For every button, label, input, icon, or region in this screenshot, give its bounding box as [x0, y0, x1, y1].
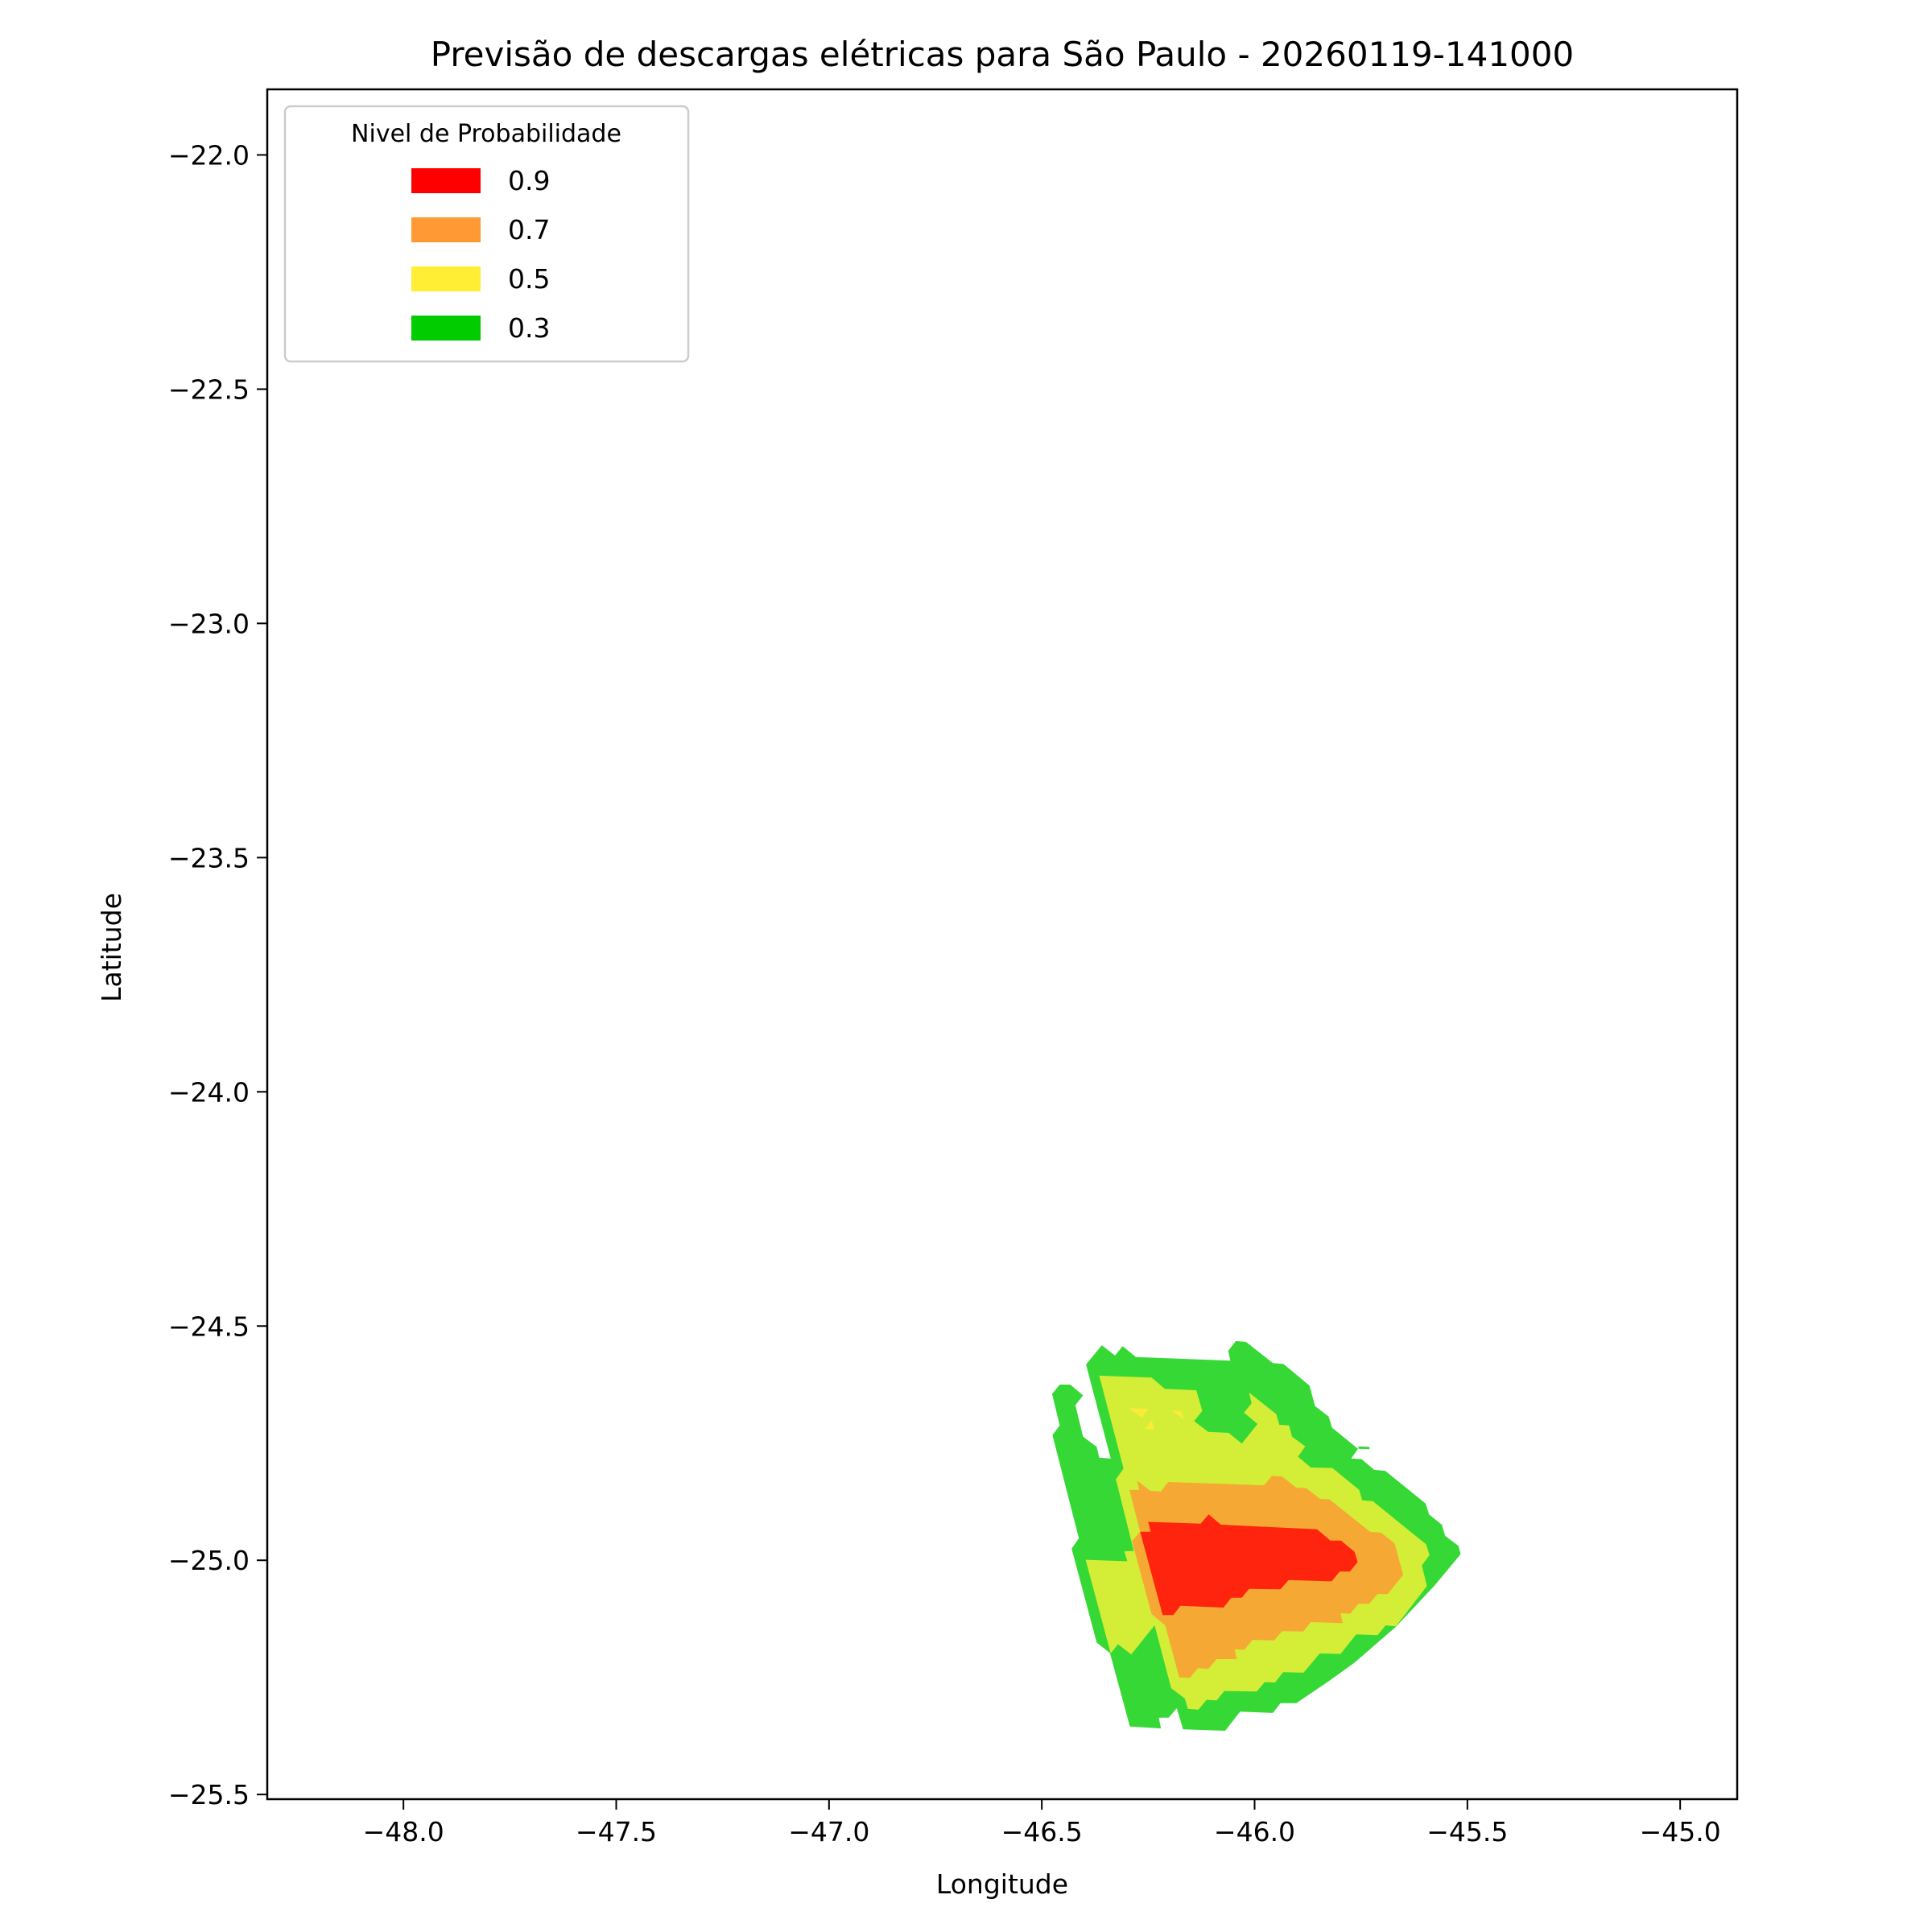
y-tick-label: −22.0	[168, 139, 250, 171]
axes-frame	[266, 88, 1739, 1801]
legend-title: Nivel de Probabilidade	[351, 120, 621, 148]
legend-box	[283, 105, 690, 363]
contour-region-0.3-0-1	[1358, 1446, 1370, 1450]
contour-region-0.5-2-0	[1129, 1408, 1149, 1418]
contour-region-0.9-4-0	[1140, 1514, 1358, 1616]
y-axis-label: Latitude	[96, 893, 127, 1002]
y-tick-label: −25.5	[168, 1779, 250, 1810]
legend-swatch-0.7	[411, 217, 481, 242]
contour-region-0.5-2-1	[1145, 1419, 1155, 1430]
contour-region-0.5-2-2	[1170, 1410, 1184, 1420]
x-tick-label: −45.0	[1640, 1816, 1721, 1847]
x-tick-label: −46.0	[1214, 1816, 1295, 1847]
y-tick-label: −23.0	[168, 608, 250, 639]
contour-regions	[1051, 1340, 1461, 1731]
x-tick-label: −47.0	[788, 1816, 869, 1847]
legend-label-0.7: 0.7	[508, 214, 550, 246]
legend-label-0.5: 0.5	[508, 263, 550, 295]
x-tick-label: −45.5	[1426, 1816, 1508, 1847]
legend-swatch-0.9	[411, 168, 481, 193]
y-tick-label: −24.5	[168, 1311, 250, 1342]
y-tick-label: −24.0	[168, 1076, 250, 1108]
legend-swatch-0.5	[411, 266, 481, 291]
x-axis: −48.0 −47.5 −47.0 −46.5 −46.0 −45.5 −45.0	[363, 1799, 1721, 1847]
legend-label-0.9: 0.9	[508, 165, 550, 196]
chart-title: Previsão de descargas elétricas para São…	[431, 35, 1574, 74]
y-tick-label: −22.5	[168, 374, 250, 405]
x-tick-label: −47.5	[576, 1816, 657, 1847]
legend-label-0.3: 0.3	[508, 312, 550, 344]
legend-swatch-0.3	[411, 316, 481, 341]
y-axis: −22.0 −22.5 −23.0 −23.5 −24.0 −24.5 −25.0 −25.5	[168, 139, 267, 1810]
x-tick-label: −46.5	[1001, 1816, 1083, 1847]
x-tick-label: −48.0	[363, 1816, 444, 1847]
y-tick-label: −23.5	[168, 842, 250, 873]
x-axis-label: Longitude	[936, 1868, 1068, 1900]
legend: Nivel de Probabilidade 0.9 0.7 0.5 0.3	[283, 105, 690, 363]
y-tick-label: −25.0	[168, 1545, 250, 1576]
